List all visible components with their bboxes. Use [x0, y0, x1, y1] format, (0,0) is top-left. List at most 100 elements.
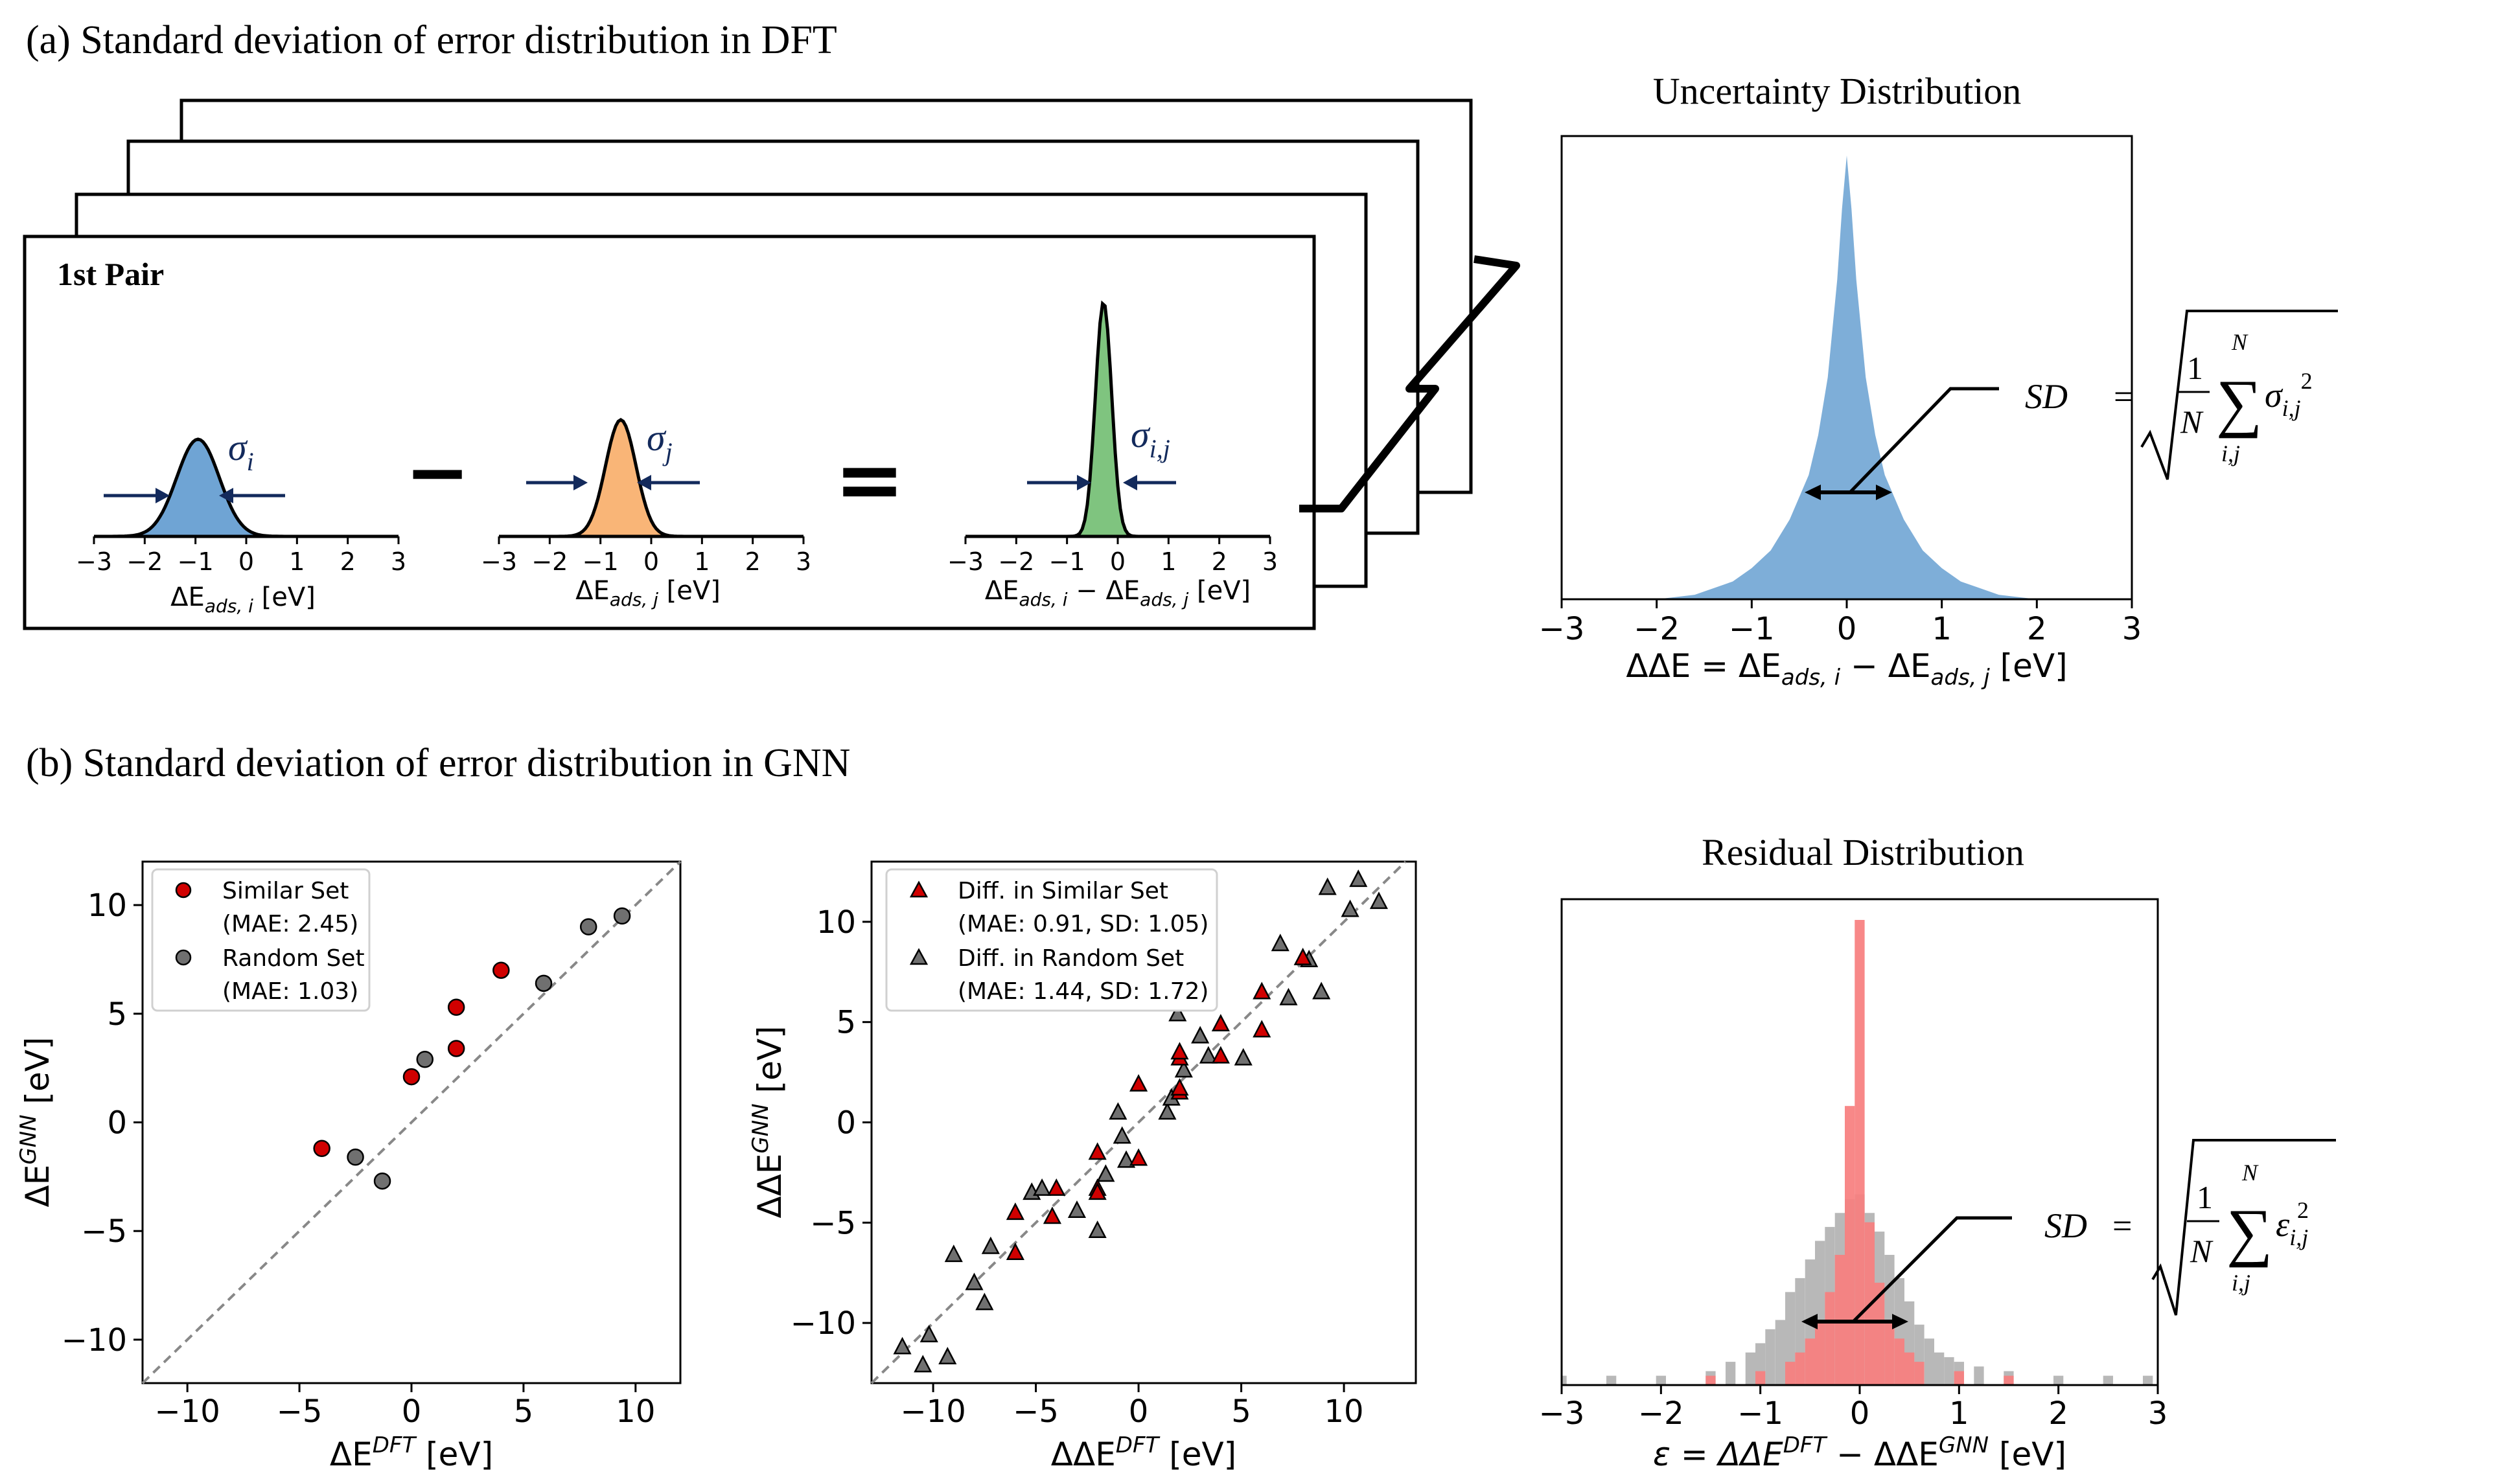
scatter1-points	[313, 907, 631, 1190]
uncertainty-tick-label: 0	[1837, 611, 1857, 647]
scatter2-ytick-label: 0	[836, 1105, 856, 1141]
scatter2-point	[1170, 1078, 1189, 1096]
scatter2-ylabel: ΔΔEGNN [eV]	[748, 1026, 789, 1218]
residual-chart: Residual Distribution −3 −2 −1 0 1 2 3 ε = ΔΔE…	[1539, 831, 2168, 1473]
scatter2-xtick-label: 10	[1324, 1393, 1364, 1430]
scatter1-diagonal	[141, 860, 682, 1384]
mini-dist-j: −3 −2 −1 0 1 2 3 ΔEads, j [eV] σj	[481, 417, 811, 610]
scatter2-point	[1088, 1182, 1107, 1200]
uncertainty-title: Uncertainty Distribution	[1653, 70, 2022, 112]
dist-j-tick-label: −3	[481, 547, 517, 576]
scatter2-ticks: −10 −5 0 5 10 −10 −5 0 5 10	[791, 904, 1364, 1430]
residual-sd-leader	[1852, 1216, 2012, 1323]
scatter1-ytick-label: 10	[87, 888, 127, 924]
formula-b-one: 1	[2197, 1179, 2213, 1215]
dist-j-tick-label: −2	[531, 547, 568, 576]
dist-i-ticks: −3 −2 −1 0 1 2 3	[76, 536, 406, 576]
residual-bar	[1765, 1329, 1775, 1385]
scatter2-ytick-label: −10	[791, 1305, 856, 1342]
scatter1-xtick-label: 5	[514, 1393, 534, 1430]
scatter2-legend-random-stats: (MAE: 1.44, SD: 1.72)	[958, 978, 1208, 1005]
dist-j-arrowhead-left	[573, 475, 588, 490]
scatter1-point	[447, 1040, 465, 1057]
residual-bar	[1726, 1362, 1736, 1385]
panel-b-title: (b) Standard deviation of error distribu…	[26, 741, 850, 785]
uncertainty-tick-label: −2	[1634, 611, 1680, 647]
scatter1-ytick-label: 0	[107, 1105, 127, 1141]
uncertainty-tick-label: −1	[1729, 611, 1775, 647]
scatter2-legend-box	[885, 868, 1218, 1012]
pair-stack	[23, 98, 1473, 630]
panel-a-title: (a) Standard deviation of error distribu…	[26, 18, 837, 62]
residual-bar	[1825, 1292, 1835, 1385]
dist-i-tick-label: 1	[289, 547, 305, 576]
dist-j-tick-label: 2	[745, 547, 761, 576]
scatter1-xtick-label: 10	[616, 1393, 655, 1430]
residual-bar	[1855, 920, 1865, 1385]
residual-bar	[1894, 1338, 1904, 1385]
residual-bar	[1755, 1371, 1766, 1385]
residual-tick-label: 1	[1949, 1395, 1969, 1432]
scatter1-point	[402, 1068, 421, 1086]
uncertainty-tick-label: −3	[1539, 611, 1585, 647]
scatter2-point	[1191, 1026, 1210, 1044]
scatter2-legend-random: Diff. in Random Set	[958, 945, 1184, 972]
dist-ij-arrowhead-left	[1077, 475, 1091, 490]
scatter2-point	[1293, 947, 1312, 965]
scatter-diff: −10 −5 0 5 10 −10 −5 0 5 10 Diff. in Similar Set …	[748, 860, 1417, 1473]
scatter2-point	[1043, 1206, 1062, 1224]
residual-tick-label: −1	[1737, 1395, 1783, 1432]
scatter2-legend-similar: Diff. in Similar Set	[958, 878, 1168, 904]
formula-a-n-top: N	[2231, 329, 2248, 355]
scatter2-point	[893, 1336, 912, 1355]
scatter1-legend-marker-similar	[175, 882, 192, 899]
scatter2-point	[975, 1292, 994, 1311]
sigma-j-label: σj	[647, 417, 673, 466]
residual-tick-label: 0	[1850, 1395, 1870, 1432]
residual-bars	[1562, 920, 2153, 1385]
scatter2-point	[1033, 1178, 1052, 1196]
dist-ij-tick-label: −2	[998, 547, 1034, 576]
uncertainty-histogram	[1562, 155, 2132, 599]
uncertainty-sd-arrowhead-right	[1876, 485, 1892, 500]
scatter1-point	[535, 974, 553, 992]
scatter1-xtick-label: −10	[155, 1393, 220, 1430]
dist-i-tick-label: −1	[178, 547, 214, 576]
scatter2-ytick-label: 10	[816, 904, 856, 941]
scatter2-point	[938, 1347, 957, 1364]
sigma-i-label: σi	[228, 426, 254, 476]
scatter2-point	[1279, 987, 1298, 1005]
scatter1-xlabel: ΔEDFT [eV]	[330, 1432, 493, 1473]
scatter1-point	[492, 961, 510, 979]
sd-formula-a: SD = 1 N N ∑ i,j σi,j2	[2025, 310, 2338, 480]
scatter2-point	[1174, 1060, 1193, 1078]
uncertainty-xlabel: ΔΔE = ΔEads, i − ΔEads, j [eV]	[1626, 647, 2067, 691]
residual-bar	[1656, 1375, 1666, 1385]
uncertainty-chart: Uncertainty Distribution −3 −2 −1 0 1 2 3 ΔΔE …	[1539, 70, 2142, 691]
residual-bar	[1775, 1320, 1785, 1385]
uncertainty-tick-label: 3	[2122, 611, 2142, 647]
formula-b-sq: 2	[2297, 1197, 2309, 1223]
pair-label: 1st Pair	[57, 256, 164, 292]
formula-a-sd: SD	[2025, 377, 2068, 416]
scatter2-xtick-label: −5	[1013, 1393, 1059, 1430]
scatter2-point	[1318, 877, 1337, 895]
scatter2-point	[1067, 1200, 1087, 1218]
scatter2-point	[1168, 1003, 1187, 1022]
sigma-ij-label: σi,j	[1131, 413, 1170, 463]
formula-a-one: 1	[2187, 350, 2203, 386]
scatter2-legend-similar-stats: (MAE: 0.91, SD: 1.05)	[958, 911, 1208, 937]
scatter2-point	[1170, 1042, 1189, 1060]
dist-i-arrowhead-left	[156, 488, 170, 503]
uncertainty-sd-arrowhead-left	[1805, 485, 1821, 500]
dist-j-arrowhead-right	[637, 475, 651, 490]
residual-tick-label: −2	[1638, 1395, 1684, 1432]
scatter2-point	[1158, 1102, 1177, 1120]
residual-bar	[1845, 1106, 1855, 1385]
mini-dist-ij: −3 −2 −1 0 1 2 3 ΔEads, i − ΔEads, j [eV] σi,j	[947, 300, 1278, 610]
sd-formula-b: SD = 1 N N ∑ i,j εi,j 2	[2044, 1139, 2336, 1316]
scatter2-point	[1271, 934, 1289, 952]
minus-operator: −	[405, 428, 470, 518]
scatter2-point	[1211, 1014, 1230, 1032]
